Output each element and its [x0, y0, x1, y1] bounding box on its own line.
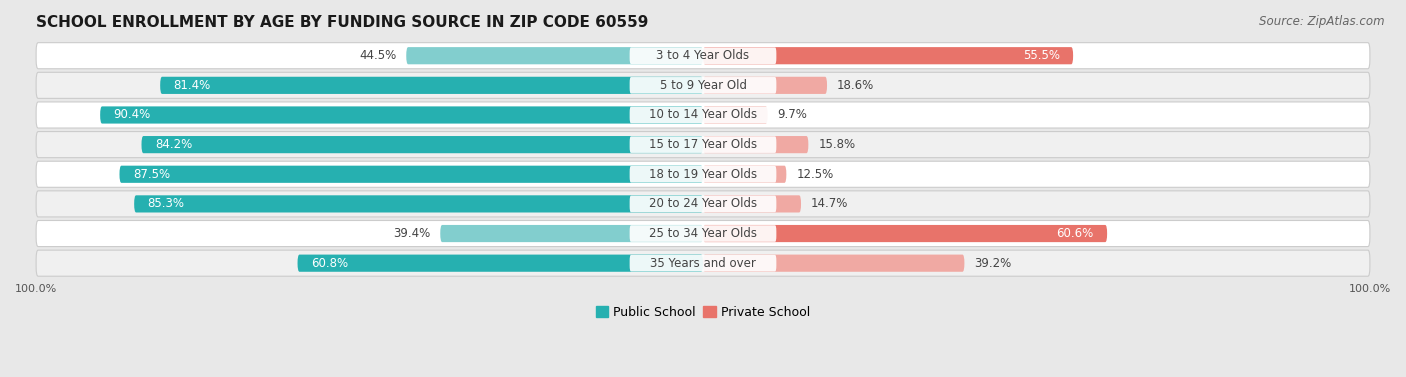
FancyBboxPatch shape [703, 106, 768, 124]
Text: 10 to 14 Year Olds: 10 to 14 Year Olds [650, 109, 756, 121]
Text: SCHOOL ENROLLMENT BY AGE BY FUNDING SOURCE IN ZIP CODE 60559: SCHOOL ENROLLMENT BY AGE BY FUNDING SOUR… [37, 15, 648, 30]
FancyBboxPatch shape [703, 254, 965, 272]
FancyBboxPatch shape [703, 225, 1107, 242]
FancyBboxPatch shape [37, 132, 1369, 158]
FancyBboxPatch shape [37, 72, 1369, 98]
FancyBboxPatch shape [37, 102, 1369, 128]
FancyBboxPatch shape [120, 166, 703, 183]
FancyBboxPatch shape [440, 225, 703, 242]
Text: 14.7%: 14.7% [811, 198, 848, 210]
FancyBboxPatch shape [37, 191, 1369, 217]
Text: 5 to 9 Year Old: 5 to 9 Year Old [659, 79, 747, 92]
FancyBboxPatch shape [703, 166, 786, 183]
FancyBboxPatch shape [630, 225, 776, 242]
Text: 3 to 4 Year Olds: 3 to 4 Year Olds [657, 49, 749, 62]
Text: 81.4%: 81.4% [173, 79, 211, 92]
Text: 55.5%: 55.5% [1022, 49, 1060, 62]
FancyBboxPatch shape [630, 196, 776, 212]
Text: 15.8%: 15.8% [818, 138, 855, 151]
FancyBboxPatch shape [134, 195, 703, 213]
FancyBboxPatch shape [406, 47, 703, 64]
FancyBboxPatch shape [703, 136, 808, 153]
Text: 44.5%: 44.5% [359, 49, 396, 62]
FancyBboxPatch shape [630, 48, 776, 64]
Text: 15 to 17 Year Olds: 15 to 17 Year Olds [650, 138, 756, 151]
Text: 39.2%: 39.2% [974, 257, 1012, 270]
Text: 87.5%: 87.5% [132, 168, 170, 181]
FancyBboxPatch shape [37, 221, 1369, 247]
FancyBboxPatch shape [100, 106, 703, 124]
FancyBboxPatch shape [703, 47, 1073, 64]
FancyBboxPatch shape [630, 77, 776, 93]
FancyBboxPatch shape [142, 136, 703, 153]
Legend: Public School, Private School: Public School, Private School [591, 301, 815, 324]
FancyBboxPatch shape [630, 136, 776, 153]
Text: 60.8%: 60.8% [311, 257, 349, 270]
FancyBboxPatch shape [160, 77, 703, 94]
Text: Source: ZipAtlas.com: Source: ZipAtlas.com [1260, 15, 1385, 28]
Text: 18.6%: 18.6% [837, 79, 875, 92]
Text: 84.2%: 84.2% [155, 138, 193, 151]
Text: 18 to 19 Year Olds: 18 to 19 Year Olds [650, 168, 756, 181]
FancyBboxPatch shape [630, 107, 776, 123]
Text: 35 Years and over: 35 Years and over [650, 257, 756, 270]
FancyBboxPatch shape [37, 250, 1369, 276]
Text: 20 to 24 Year Olds: 20 to 24 Year Olds [650, 198, 756, 210]
FancyBboxPatch shape [630, 255, 776, 271]
Text: 90.4%: 90.4% [114, 109, 150, 121]
FancyBboxPatch shape [703, 77, 827, 94]
Text: 39.4%: 39.4% [394, 227, 430, 240]
Text: 9.7%: 9.7% [778, 109, 807, 121]
Text: 12.5%: 12.5% [796, 168, 834, 181]
FancyBboxPatch shape [37, 43, 1369, 69]
FancyBboxPatch shape [37, 161, 1369, 187]
Text: 85.3%: 85.3% [148, 198, 184, 210]
Text: 25 to 34 Year Olds: 25 to 34 Year Olds [650, 227, 756, 240]
Text: 60.6%: 60.6% [1056, 227, 1094, 240]
FancyBboxPatch shape [630, 166, 776, 182]
FancyBboxPatch shape [703, 195, 801, 213]
FancyBboxPatch shape [298, 254, 703, 272]
